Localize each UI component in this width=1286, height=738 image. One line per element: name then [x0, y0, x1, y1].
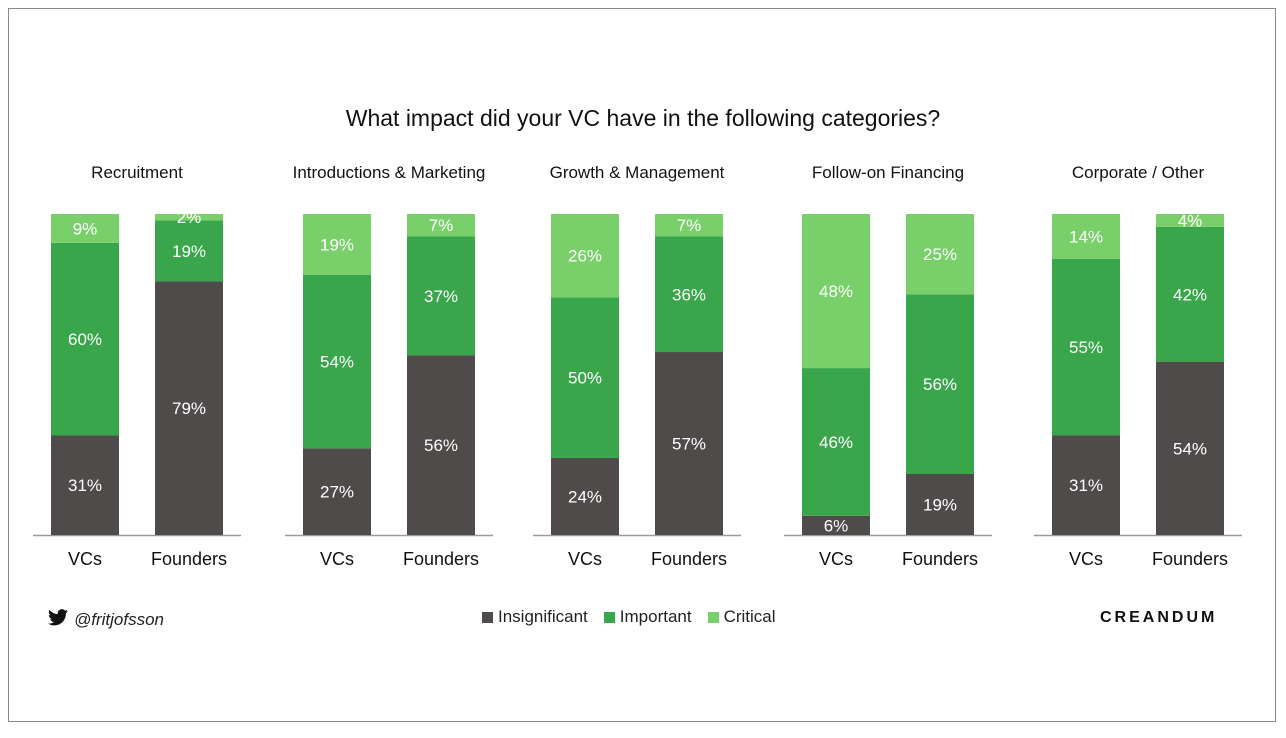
- bar-segment-recruitment-vcs-insignificant: [51, 435, 119, 535]
- chart-group-recruitment: Recruitment 31% 60% 9% VCs 79% 19% 2% Founders: [33, 163, 241, 569]
- legend-label-critical: Critical: [723, 607, 776, 626]
- legend-label-insignificant: Insignificant: [498, 607, 588, 626]
- legend-swatch-critical: [707, 611, 719, 623]
- data-label-recruitment-vcs-important: 60%: [68, 330, 102, 349]
- data-label-introductions-marketing-founders-critical: 7%: [429, 216, 454, 235]
- data-label-corporate-other-vcs-important: 55%: [1069, 338, 1103, 357]
- data-label-follow-on-financing-founders-important: 56%: [923, 375, 957, 394]
- bar-segment-recruitment-founders-critical: [155, 214, 223, 221]
- category-label-growth-management-founders: Founders: [651, 549, 727, 569]
- twitter-handle: @fritjofsson: [48, 607, 164, 633]
- bar-segment-corporate-other-vcs-important: [1052, 258, 1120, 436]
- data-label-recruitment-founders-insignificant: 79%: [172, 399, 206, 418]
- chart-group-corporate-other: Corporate / Other 31% 55% 14% VCs 54% 42% 4% Fou…: [1034, 163, 1242, 569]
- bar-segment-corporate-other-founders-important: [1156, 226, 1224, 362]
- data-label-growth-management-vcs-critical: 26%: [568, 247, 602, 266]
- legend-swatch-insignificant: [482, 611, 493, 623]
- bar-segment-growth-management-vcs-important: [551, 297, 619, 458]
- data-label-growth-management-founders-important: 36%: [672, 285, 706, 304]
- group-title-corporate-other: Corporate / Other: [1072, 163, 1205, 182]
- chart-group-introductions-marketing: Introductions & Marketing 27% 54% 19% VCs 56%…: [285, 163, 493, 569]
- category-label-introductions-marketing-founders: Founders: [403, 549, 479, 569]
- category-label-corporate-other-vcs: VCs: [1069, 549, 1103, 569]
- data-label-corporate-other-founders-important: 42%: [1173, 285, 1207, 304]
- category-label-growth-management-vcs: VCs: [568, 549, 602, 569]
- bar-segment-recruitment-founders-insignificant: [155, 281, 223, 535]
- twitter-bird-icon: [48, 609, 68, 631]
- bar-segment-growth-management-vcs-critical: [551, 214, 619, 298]
- legend-label-important: Important: [619, 607, 692, 626]
- data-label-follow-on-financing-vcs-important: 46%: [819, 433, 853, 452]
- bar-segment-follow-on-financing-vcs-important: [802, 368, 870, 516]
- bar-segment-introductions-marketing-founders-important: [407, 236, 475, 356]
- bar-segment-growth-management-vcs-insignificant: [551, 457, 619, 535]
- bar-segment-introductions-marketing-founders-insignificant: [407, 355, 475, 535]
- data-label-growth-management-founders-critical: 7%: [677, 216, 702, 235]
- bar-segment-growth-management-founders-critical: [655, 214, 723, 237]
- bar-segment-follow-on-financing-vcs-insignificant: [802, 515, 870, 535]
- chart-frame: [8, 8, 1276, 722]
- data-label-introductions-marketing-vcs-insignificant: 27%: [320, 483, 354, 502]
- bar-segment-corporate-other-vcs-insignificant: [1052, 435, 1120, 535]
- bar-segment-follow-on-financing-founders-important: [906, 294, 974, 475]
- twitter-handle-text: @fritjofsson: [74, 610, 165, 629]
- bar-segment-follow-on-financing-vcs-critical: [802, 214, 870, 369]
- chart-group-growth-management: Growth & Management 24% 50% 26% VCs 57% 36% 7% F…: [533, 163, 741, 569]
- category-label-corporate-other-founders: Founders: [1152, 549, 1228, 569]
- bar-segment-introductions-marketing-vcs-insignificant: [303, 448, 371, 535]
- data-label-growth-management-founders-insignificant: 57%: [672, 435, 706, 454]
- data-label-introductions-marketing-vcs-important: 54%: [320, 353, 354, 372]
- bar-segment-recruitment-vcs-critical: [51, 214, 119, 243]
- bar-segment-follow-on-financing-founders-insignificant: [906, 474, 974, 535]
- data-label-corporate-other-founders-insignificant: 54%: [1173, 439, 1207, 458]
- data-label-introductions-marketing-founders-important: 37%: [424, 287, 458, 306]
- legend-item-insignificant: Insignificant: [482, 607, 588, 627]
- legend: Insignificant Important Critical: [482, 604, 776, 630]
- bar-segment-recruitment-vcs-important: [51, 242, 119, 436]
- group-title-recruitment: Recruitment: [91, 163, 183, 182]
- bar-segment-introductions-marketing-vcs-important: [303, 274, 371, 449]
- bar-segment-corporate-other-founders-insignificant: [1156, 361, 1224, 535]
- data-label-introductions-marketing-founders-insignificant: 56%: [424, 436, 458, 455]
- category-label-recruitment-founders: Founders: [151, 549, 227, 569]
- chart-title: What impact did your VC have in the foll…: [346, 105, 940, 131]
- data-label-recruitment-vcs-critical: 9%: [73, 219, 98, 238]
- data-label-corporate-other-vcs-critical: 14%: [1069, 227, 1103, 246]
- bar-segment-corporate-other-founders-critical: [1156, 214, 1224, 227]
- data-label-introductions-marketing-vcs-critical: 19%: [320, 235, 354, 254]
- group-title-growth-management: Growth & Management: [550, 163, 725, 182]
- brand-logo: CREANDUM: [1100, 609, 1218, 626]
- data-label-growth-management-vcs-important: 50%: [568, 369, 602, 388]
- bar-segment-corporate-other-vcs-critical: [1052, 214, 1120, 259]
- bar-segment-introductions-marketing-vcs-critical: [303, 214, 371, 275]
- data-label-recruitment-vcs-insignificant: 31%: [68, 476, 102, 495]
- data-label-follow-on-financing-founders-insignificant: 19%: [923, 496, 957, 515]
- category-label-introductions-marketing-vcs: VCs: [320, 549, 354, 569]
- legend-swatch-important: [603, 611, 615, 623]
- data-label-recruitment-founders-critical: 2%: [177, 208, 202, 227]
- data-label-follow-on-financing-vcs-critical: 48%: [819, 282, 853, 301]
- data-label-growth-management-vcs-insignificant: 24%: [568, 487, 602, 506]
- data-label-follow-on-financing-vcs-insignificant: 6%: [824, 516, 849, 535]
- bar-segment-introductions-marketing-founders-critical: [407, 214, 475, 237]
- bar-segment-follow-on-financing-founders-critical: [906, 214, 974, 295]
- bar-segment-growth-management-founders-insignificant: [655, 352, 723, 535]
- data-label-corporate-other-founders-critical: 4%: [1178, 211, 1203, 230]
- legend-item-important: Important: [603, 607, 692, 627]
- data-label-recruitment-founders-important: 19%: [172, 242, 206, 261]
- group-title-follow-on-financing: Follow-on Financing: [812, 163, 964, 182]
- legend-item-critical: Critical: [707, 607, 776, 627]
- data-label-follow-on-financing-founders-critical: 25%: [923, 245, 957, 264]
- bar-segment-recruitment-founders-important: [155, 220, 223, 282]
- category-label-follow-on-financing-vcs: VCs: [819, 549, 853, 569]
- chart-group-follow-on-financing: Follow-on Financing 6% 46% 48% VCs 19% 56% 25% F…: [784, 163, 992, 569]
- group-title-introductions-marketing: Introductions & Marketing: [293, 163, 486, 182]
- category-label-follow-on-financing-founders: Founders: [902, 549, 978, 569]
- bar-segment-growth-management-founders-important: [655, 236, 723, 353]
- data-label-corporate-other-vcs-insignificant: 31%: [1069, 476, 1103, 495]
- category-label-recruitment-vcs: VCs: [68, 549, 102, 569]
